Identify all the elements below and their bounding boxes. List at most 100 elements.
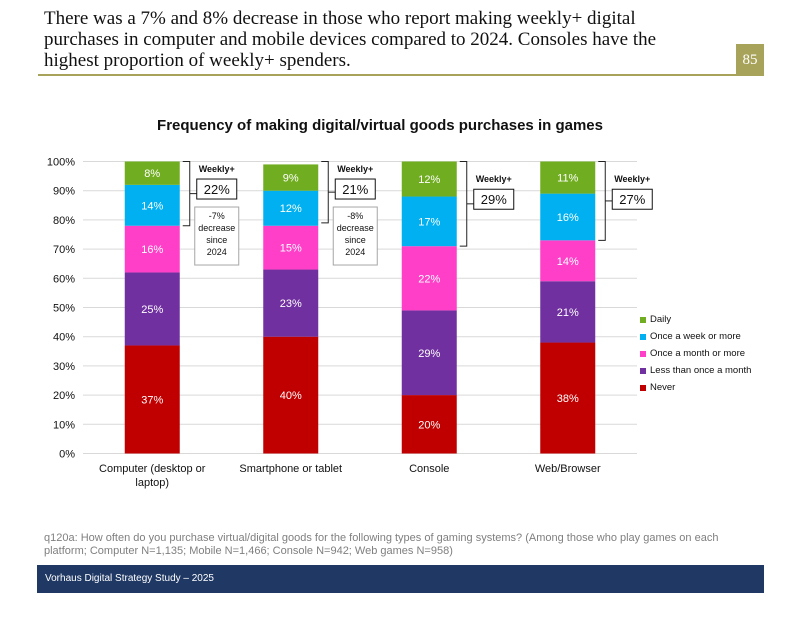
change-note-line: -8% bbox=[347, 211, 363, 221]
weekly-bracket bbox=[598, 161, 606, 241]
change-note-line: decrease bbox=[337, 223, 374, 233]
y-tick-label: 10% bbox=[53, 419, 75, 431]
page-number: 85 bbox=[736, 44, 764, 76]
change-note-box bbox=[194, 206, 240, 266]
weekly-bracket bbox=[182, 161, 191, 227]
bar-segment bbox=[124, 225, 180, 273]
legend-swatch bbox=[640, 367, 646, 374]
headline-rule bbox=[38, 74, 736, 76]
data-label: 22% bbox=[418, 273, 440, 285]
legend-label: Less than once a month bbox=[650, 365, 752, 376]
change-note-line: since bbox=[206, 235, 227, 245]
bar-segment bbox=[540, 193, 596, 241]
legend-swatch bbox=[640, 333, 646, 340]
data-label: 38% bbox=[557, 393, 579, 405]
y-tick-label: 40% bbox=[53, 332, 75, 344]
y-tick-label: 30% bbox=[53, 361, 75, 373]
bar-segment bbox=[263, 336, 319, 454]
legend-label: Once a week or more bbox=[650, 331, 741, 342]
bar-segment bbox=[124, 345, 180, 454]
weekly-plus-label: Weekly+ bbox=[337, 164, 373, 174]
data-label: 11% bbox=[557, 173, 578, 185]
data-label: 25% bbox=[141, 304, 163, 316]
bar-segment bbox=[124, 161, 180, 185]
stacked-bar-chart: 0% 10% 20% 30% 40% 50% 60% 70% 80% 90% 100% 37% 25% 1… bbox=[47, 157, 653, 489]
bar-segment bbox=[401, 161, 457, 197]
weekly-plus-label: Weekly+ bbox=[614, 174, 650, 184]
data-label: 29% bbox=[418, 348, 440, 360]
change-note-line: 2024 bbox=[207, 247, 227, 257]
weekly-plus-label: Weekly+ bbox=[476, 174, 512, 184]
data-label: 21% bbox=[557, 307, 579, 319]
weekly-plus-value: 22% bbox=[204, 182, 230, 197]
weekly-plus-value: 21% bbox=[342, 182, 368, 197]
data-label: 14% bbox=[557, 256, 579, 268]
y-tick-label: 20% bbox=[53, 390, 75, 402]
legend-swatch bbox=[640, 350, 646, 357]
legend-label: Never bbox=[650, 382, 676, 393]
weekly-plus-value: 27% bbox=[619, 192, 645, 207]
legend-item: Once a week or more bbox=[640, 328, 751, 345]
bar-segment bbox=[124, 184, 180, 226]
category-label: Smartphone or tablet bbox=[239, 463, 342, 475]
data-label: 8% bbox=[144, 168, 160, 180]
weekly-plus-label: Weekly+ bbox=[199, 164, 235, 174]
legend-swatch bbox=[640, 316, 646, 323]
legend-label: Once a month or more bbox=[650, 348, 746, 359]
category-label: Console bbox=[409, 463, 449, 475]
y-tick-label: 70% bbox=[53, 244, 75, 256]
legend-item: Once a month or more bbox=[640, 345, 751, 362]
data-label: 16% bbox=[557, 212, 579, 224]
y-tick-label: 80% bbox=[53, 215, 75, 227]
change-note-line: -7% bbox=[209, 211, 225, 221]
y-tick-label: 100% bbox=[47, 157, 75, 169]
data-label: 9% bbox=[283, 173, 299, 185]
footer-text: Vorhaus Digital Strategy Study – 2025 bbox=[45, 573, 214, 584]
change-note-line: since bbox=[345, 235, 366, 245]
data-label: 15% bbox=[280, 243, 302, 255]
bar-segment bbox=[540, 342, 596, 454]
weekly-bracket bbox=[321, 161, 329, 224]
weekly-plus-value: 29% bbox=[481, 192, 507, 207]
bar-segment bbox=[401, 246, 457, 311]
y-tick-label: 60% bbox=[53, 273, 75, 285]
change-note-line: 2024 bbox=[345, 247, 365, 257]
bar-segment bbox=[263, 269, 319, 337]
change-note-box bbox=[332, 206, 378, 266]
data-label: 12% bbox=[418, 174, 440, 186]
weekly-plus-box bbox=[473, 188, 515, 210]
chart-legend: Daily Once a week or more Once a month or … bbox=[640, 311, 751, 396]
data-label: 37% bbox=[141, 394, 163, 406]
data-label: 14% bbox=[141, 200, 163, 212]
y-tick-label: 0% bbox=[59, 449, 75, 461]
headline: There was a 7% and 8% decrease in those … bbox=[44, 8, 657, 71]
weekly-plus-box bbox=[611, 188, 653, 210]
bar-segment bbox=[540, 240, 596, 282]
legend-item: Never bbox=[640, 379, 751, 396]
bar-segment bbox=[263, 164, 319, 191]
y-tick-label: 50% bbox=[53, 303, 75, 315]
bar-segment bbox=[401, 395, 457, 454]
data-label: 12% bbox=[280, 203, 302, 215]
legend-swatch bbox=[640, 384, 646, 391]
bar-segment bbox=[540, 281, 596, 343]
legend-item: Daily bbox=[640, 311, 751, 328]
data-label: 40% bbox=[280, 390, 302, 402]
data-label: 16% bbox=[141, 244, 163, 256]
legend-item: Less than once a month bbox=[640, 362, 751, 379]
change-note-line: decrease bbox=[198, 223, 235, 233]
weekly-plus-box bbox=[334, 178, 376, 200]
category-label: Web/Browser bbox=[535, 463, 601, 475]
bar-segment bbox=[263, 225, 319, 270]
bar-segment bbox=[540, 161, 596, 194]
data-label: 20% bbox=[418, 419, 440, 431]
bar-segment bbox=[401, 310, 457, 396]
weekly-bracket bbox=[459, 161, 468, 247]
bar-segment bbox=[401, 196, 457, 247]
bar-segment bbox=[263, 190, 319, 226]
weekly-plus-box bbox=[196, 178, 238, 200]
footer-bar: Vorhaus Digital Strategy Study – 2025 bbox=[37, 565, 764, 593]
category-label: Computer (desktop or bbox=[99, 463, 206, 475]
category-label: laptop) bbox=[135, 477, 169, 489]
footnote: q120a: How often do you purchase virtual… bbox=[44, 532, 719, 557]
